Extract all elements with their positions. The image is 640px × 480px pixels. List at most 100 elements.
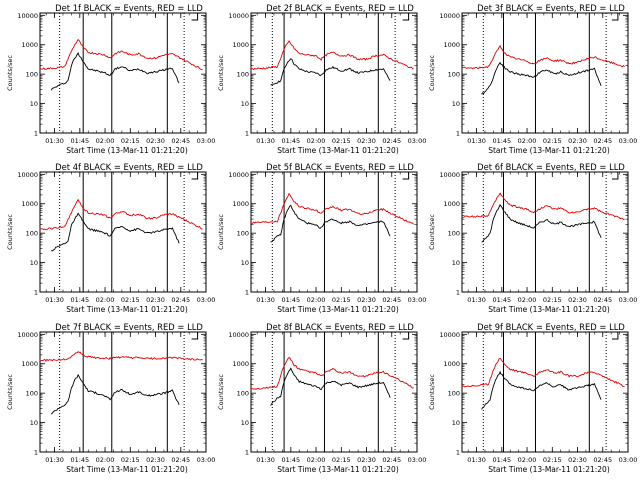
x-tick-label: 01:30 [256,456,275,464]
x-tick-label: 02:00 [518,137,537,145]
y-tick-label: 1 [34,289,38,297]
x-tick-label: 03:00 [619,296,638,304]
y-tick-label: 10000 [439,331,460,339]
y-tick-label: 100 [26,230,38,238]
plot-frame [461,12,629,134]
y-tick-label: 1000 [21,360,38,368]
lld-series-line [39,198,203,231]
y-tick-label: 1 [34,449,38,457]
lld-series-line [461,44,625,70]
plot-title: Det 4f BLACK = Events, RED = LLD [55,162,203,172]
y-tick-label: 1 [456,449,460,457]
x-tick-label: 02:30 [146,137,165,145]
short-marker-line [611,172,619,180]
y-tick-label: 100 [448,230,460,238]
y-tick-label: 1000 [21,200,38,208]
plot-title: Det 2f BLACK = Events, RED = LLD [266,3,414,13]
y-tick-label: 10000 [17,12,38,20]
x-tick-label: 02:45 [171,456,190,464]
events-series-line [481,370,602,410]
y-axis-label: Counts/sec [428,55,436,91]
x-axis-label: Start Time (13-Mar-11 01:21:20) [488,465,610,474]
events-series-line [270,204,391,243]
y-tick-label: 10000 [228,331,249,339]
x-tick-label: 02:30 [568,296,587,304]
y-tick-label: 100 [448,390,460,398]
x-tick-label: 01:45 [492,137,511,145]
y-tick-label: 1000 [443,200,460,208]
plot-panel-1: Det 1f BLACK = Events, RED = LLD Counts/s… [6,3,215,155]
x-tick-label: 02:15 [332,456,351,464]
x-tick-label: 02:00 [518,296,537,304]
plot-frame [39,12,207,134]
y-tick-label: 100 [26,390,38,398]
plot-frame [461,331,629,453]
plot-title: Det 8f BLACK = Events, RED = LLD [266,322,414,332]
y-axis-label: Counts/sec [428,214,436,250]
x-tick-label: 02:45 [593,137,612,145]
y-tick-label: 100 [26,71,38,79]
plot-title: Det 1f BLACK = Events, RED = LLD [55,3,203,13]
x-tick-label: 02:30 [146,296,165,304]
y-tick-label: 10 [241,419,249,427]
lld-series-line [461,192,625,221]
x-tick-label: 01:45 [281,296,300,304]
x-tick-label: 03:00 [197,296,216,304]
y-axis-label: Counts/sec [217,214,225,250]
x-tick-label: 02:00 [307,456,326,464]
y-axis-label: Counts/sec [217,55,225,91]
x-tick-label: 01:30 [467,296,486,304]
x-tick-label: 01:30 [256,296,275,304]
x-axis-label: Start Time (13-Mar-11 01:21:20) [66,146,188,155]
x-tick-label: 02:15 [121,296,140,304]
plot-title: Det 5f BLACK = Events, RED = LLD [266,162,414,172]
y-tick-label: 1 [456,130,460,138]
events-series-line [50,51,180,91]
y-tick-label: 100 [237,230,249,238]
x-tick-label: 03:00 [197,137,216,145]
y-axis-label: Counts/sec [6,214,14,250]
x-tick-label: 02:45 [593,296,612,304]
y-tick-label: 10000 [17,331,38,339]
y-tick-label: 10000 [17,171,38,179]
plot-title: Det 7f BLACK = Events, RED = LLD [55,322,203,332]
x-tick-label: 02:45 [382,137,401,145]
short-marker-line [402,172,410,180]
x-tick-label: 01:30 [256,137,275,145]
plot-title: Det 3f BLACK = Events, RED = LLD [477,3,625,13]
x-axis-label: Start Time (13-Mar-11 01:21:20) [277,305,399,314]
y-tick-label: 100 [237,390,249,398]
lld-series-line [461,357,625,388]
x-tick-label: 01:30 [467,137,486,145]
y-tick-label: 10 [30,259,38,267]
x-tick-label: 02:00 [96,456,115,464]
x-tick-label: 02:15 [121,456,140,464]
x-tick-label: 01:30 [45,137,64,145]
y-tick-label: 10 [241,100,249,108]
x-tick-label: 02:30 [146,456,165,464]
y-tick-label: 10 [30,100,38,108]
plot-panel-2: Det 2f BLACK = Events, RED = LLD Counts/s… [217,3,426,155]
x-tick-label: 02:15 [332,137,351,145]
x-tick-label: 01:45 [70,137,89,145]
x-tick-label: 01:30 [467,456,486,464]
x-tick-label: 02:45 [593,456,612,464]
y-tick-label: 10000 [228,171,249,179]
y-axis-label: Counts/sec [428,374,436,410]
y-tick-label: 1000 [232,360,249,368]
plot-panel-6: Det 6f BLACK = Events, RED = LLD Counts/s… [428,162,637,314]
short-marker-line [191,13,199,21]
events-series-line [51,212,180,252]
y-tick-label: 1 [245,289,249,297]
y-tick-label: 1 [34,130,38,138]
x-axis-label: Start Time (13-Mar-11 01:21:20) [488,146,610,155]
plot-frame [250,12,418,134]
plot-frame [250,171,418,293]
lld-series-line [250,40,414,71]
x-tick-label: 02:45 [171,137,190,145]
x-tick-label: 03:00 [408,296,427,304]
x-tick-label: 01:30 [45,456,64,464]
x-tick-label: 02:15 [332,296,351,304]
events-series-line [50,373,180,415]
